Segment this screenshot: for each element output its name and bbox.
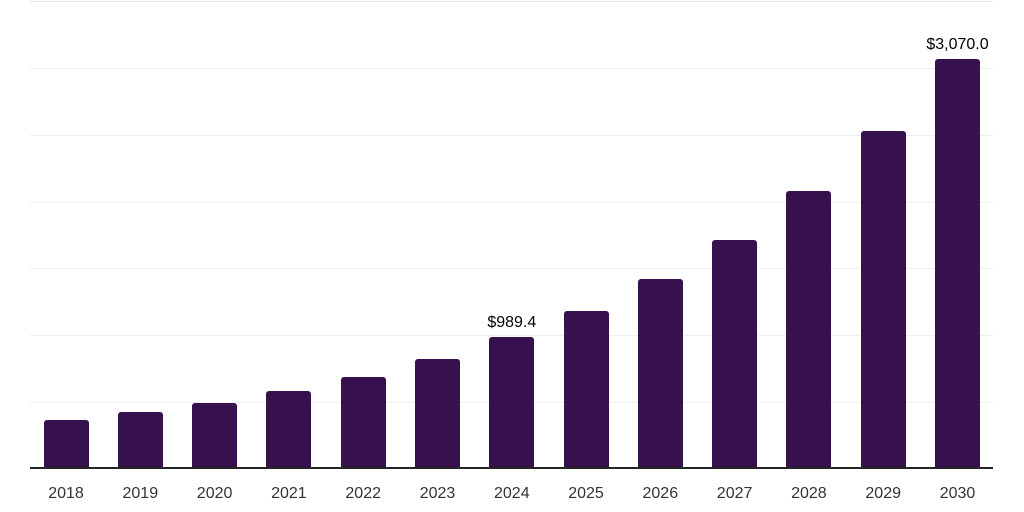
x-axis-label-2027: 2027 (716, 485, 753, 502)
bar-2025[interactable] (563, 311, 609, 469)
x-axis-line (30, 467, 993, 469)
bar-2024[interactable] (489, 336, 535, 469)
bar-2028[interactable] (786, 190, 832, 469)
x-axis-label-2019: 2019 (122, 485, 159, 502)
bar-2019[interactable] (117, 411, 163, 469)
x-axis-label-2020: 2020 (196, 485, 233, 502)
x-axis-label-2021: 2021 (271, 485, 307, 502)
x-axis-label-2023: 2023 (419, 485, 456, 502)
x-axis-label-2030: 2030 (939, 485, 976, 502)
bar-2023[interactable] (415, 359, 460, 469)
x-axis-label-2029: 2029 (865, 485, 901, 502)
bar-2018[interactable] (43, 419, 89, 469)
x-axis-label-2024: 2024 (494, 485, 530, 502)
bar-2030[interactable] (935, 58, 980, 469)
bar-2022[interactable] (340, 376, 386, 469)
bar-2020[interactable] (192, 402, 238, 469)
value-label-2030: $3,070.0 (926, 35, 989, 53)
gridline-1500 (30, 268, 993, 270)
x-axis-label-2022: 2022 (345, 485, 381, 502)
x-axis-label-2028: 2028 (791, 485, 827, 502)
bar-2026[interactable] (637, 279, 683, 469)
gridline-2500 (30, 134, 993, 136)
bar-2021[interactable] (266, 390, 312, 469)
gridline-1000 (30, 335, 993, 337)
bar-2029[interactable] (860, 131, 906, 469)
gridline-3000 (30, 67, 993, 69)
gridline-2000 (30, 201, 993, 203)
x-axis-label-2018: 2018 (48, 485, 84, 502)
value-label-2024: $989.4 (487, 313, 537, 331)
x-axis-label-2026: 2026 (642, 485, 679, 502)
x-axis-label-2025: 2025 (568, 485, 604, 502)
plot-area: $989.4 $3,070.0 (30, 1, 993, 469)
gridline-3500 (30, 1, 993, 2)
bar-2027[interactable] (712, 239, 758, 469)
